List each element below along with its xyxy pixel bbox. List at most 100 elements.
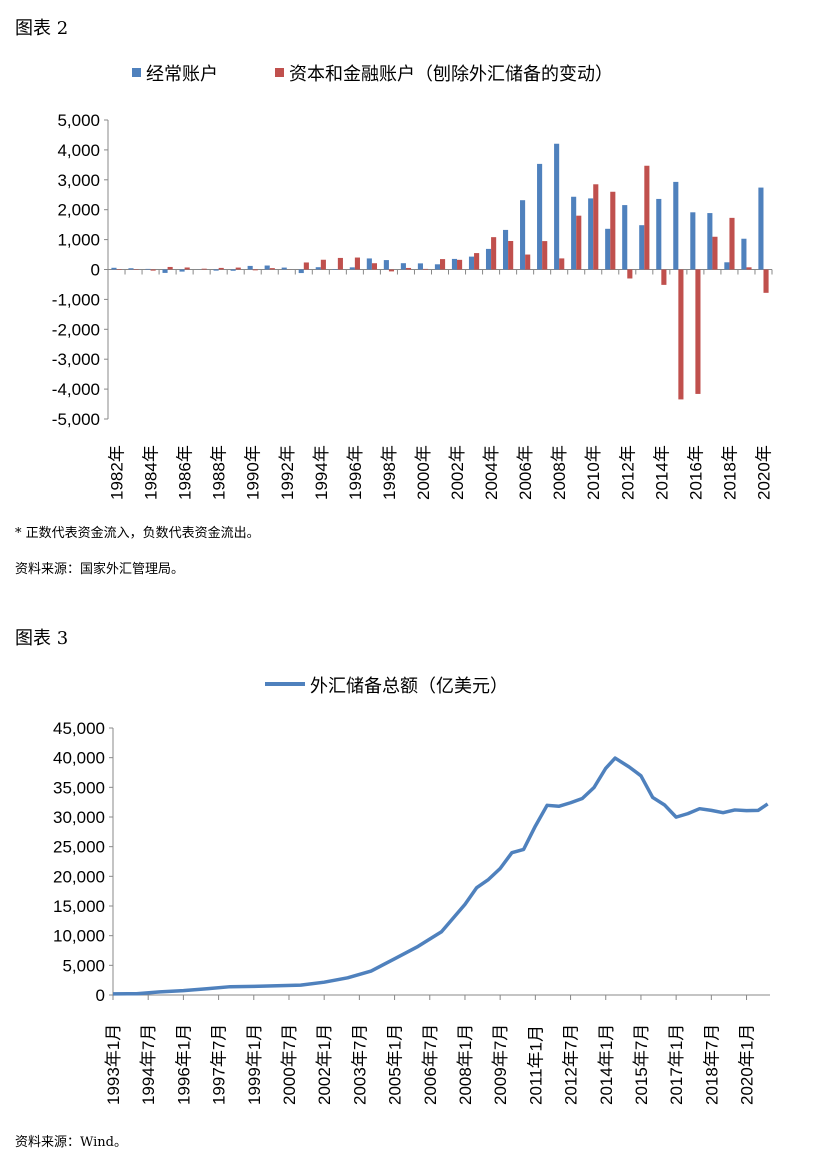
x-tick-label: 1986年 <box>176 445 195 500</box>
bar-capital-account <box>457 259 463 270</box>
bar-current-account <box>690 212 696 270</box>
bar-current-account <box>179 269 185 272</box>
x-tick-label: 2012年 <box>618 445 637 500</box>
bar-current-account <box>588 198 594 270</box>
bar-current-account <box>400 263 406 270</box>
bar-current-account <box>145 268 151 270</box>
y-tick-label: 20,000 <box>53 867 105 886</box>
y-tick-label: -1,000 <box>52 290 100 309</box>
x-tick-label: 2006年7月 <box>421 1024 440 1105</box>
figure3-source: 资料来源：Wind。 <box>15 1135 127 1150</box>
bar-capital-account <box>610 191 616 270</box>
x-tick-label: 1984年 <box>142 445 161 500</box>
bar-capital-account <box>354 257 360 270</box>
bar-capital-account <box>320 259 326 270</box>
bar-capital-account <box>695 269 701 394</box>
bar-capital-account <box>440 259 446 270</box>
legend-label: 资本和金融账户（刨除外汇储备的变动） <box>289 64 613 84</box>
bar-current-account <box>520 200 526 270</box>
bar-capital-account <box>422 268 429 270</box>
y-tick-label: 2,000 <box>57 201 100 220</box>
bar-current-account <box>451 258 458 270</box>
bar-capital-account <box>371 263 378 270</box>
legend-swatch <box>132 68 141 77</box>
bar-capital-account <box>337 257 343 270</box>
bar-current-account <box>128 268 134 270</box>
bar-chart-balance-of-payments: 5,000 4,000 3,000 2,000 1,000 0 -1,000 -2,000 -3… <box>52 64 774 500</box>
x-tick-label: 2004年 <box>482 445 501 500</box>
bar-capital-account <box>661 269 667 285</box>
x-tick-label: 2017年1月 <box>667 1024 686 1105</box>
bar-current-account <box>298 269 304 274</box>
y-tick-label: 40,000 <box>53 749 105 768</box>
bar-current-account <box>468 256 475 270</box>
legend-swatch <box>275 68 284 77</box>
bar-capital-account <box>746 267 752 270</box>
bar-current-account <box>554 143 560 270</box>
x-tick-label: 2020年1月 <box>738 1024 757 1105</box>
y-tick-label: 1,000 <box>57 231 100 250</box>
bar-current-account <box>741 238 747 270</box>
bar-capital-account <box>167 266 173 270</box>
x-tick-label: 2005年1月 <box>386 1024 405 1105</box>
bar-current-account <box>349 267 355 270</box>
x-tick-label: 2015年7月 <box>632 1024 651 1105</box>
y-tick-label: -5,000 <box>52 410 100 429</box>
x-tick-label: 1990年 <box>244 445 263 500</box>
bar-capital-account <box>269 268 275 270</box>
bar-capital-account <box>491 237 497 270</box>
bar-capital-account <box>508 241 514 270</box>
x-tick-label: 1992年 <box>278 445 297 500</box>
bar-current-account <box>673 181 679 270</box>
figure3-title: 图表 3 <box>15 628 69 649</box>
y-tick-label: 25,000 <box>53 838 105 857</box>
y-tick-label: 4,000 <box>57 141 100 160</box>
bar-capital-account <box>388 269 395 272</box>
bar-capital-account <box>678 269 684 400</box>
bar-current-account <box>724 262 730 270</box>
x-tick-label: 2020年 <box>754 445 773 500</box>
bar-current-account <box>264 265 270 270</box>
bar-current-account <box>383 260 389 270</box>
bar-capital-account <box>559 258 565 270</box>
x-tick-label: 1999年1月 <box>245 1024 264 1105</box>
reserves-line <box>112 756 769 996</box>
y-tick-label: 30,000 <box>53 808 105 827</box>
bar-capital-account <box>184 267 190 270</box>
bar-current-account <box>366 258 372 270</box>
x-tick-label: 1988年 <box>210 445 229 500</box>
bar-current-account <box>281 267 287 270</box>
bar-current-account <box>230 269 236 271</box>
x-tick-label: 2006年 <box>516 445 535 500</box>
x-tick-label: 2014年 <box>652 445 671 500</box>
bar-current-account <box>707 213 713 270</box>
bar-capital-account <box>474 253 480 270</box>
bar-current-account <box>605 228 611 270</box>
bar-capital-account <box>525 254 531 270</box>
x-tick-label: 2000年 <box>414 445 433 500</box>
x-tick-label: 2009年7月 <box>491 1024 510 1105</box>
y-tick-label: -4,000 <box>52 380 100 399</box>
y-tick-label: 3,000 <box>57 171 100 190</box>
x-tick-label: 2012年7月 <box>562 1024 581 1105</box>
bar-current-account <box>622 205 628 270</box>
bar-current-account <box>434 264 440 270</box>
y-tick-label: 35,000 <box>53 778 105 797</box>
bar-current-account <box>111 267 117 270</box>
bar-current-account <box>417 263 423 270</box>
bar-current-account <box>656 198 662 270</box>
x-tick-label: 2014年1月 <box>597 1024 616 1105</box>
bar-current-account <box>571 196 577 270</box>
bar-capital-account <box>303 262 309 270</box>
x-tick-label: 2011年1月 <box>526 1025 545 1105</box>
bar-current-account <box>502 229 509 270</box>
bar-capital-account <box>627 269 633 279</box>
line-chart-fx-reserves: 45,000 40,000 35,000 30,000 25,000 20,000 15,0… <box>53 676 770 1105</box>
x-tick-label: 2008年1月 <box>456 1024 475 1105</box>
bar-current-account <box>315 267 321 270</box>
bar-current-account <box>162 269 168 273</box>
x-tick-label: 2016年 <box>686 445 705 500</box>
y-tick-label: 10,000 <box>53 927 105 946</box>
y-tick-label: -2,000 <box>52 320 100 339</box>
